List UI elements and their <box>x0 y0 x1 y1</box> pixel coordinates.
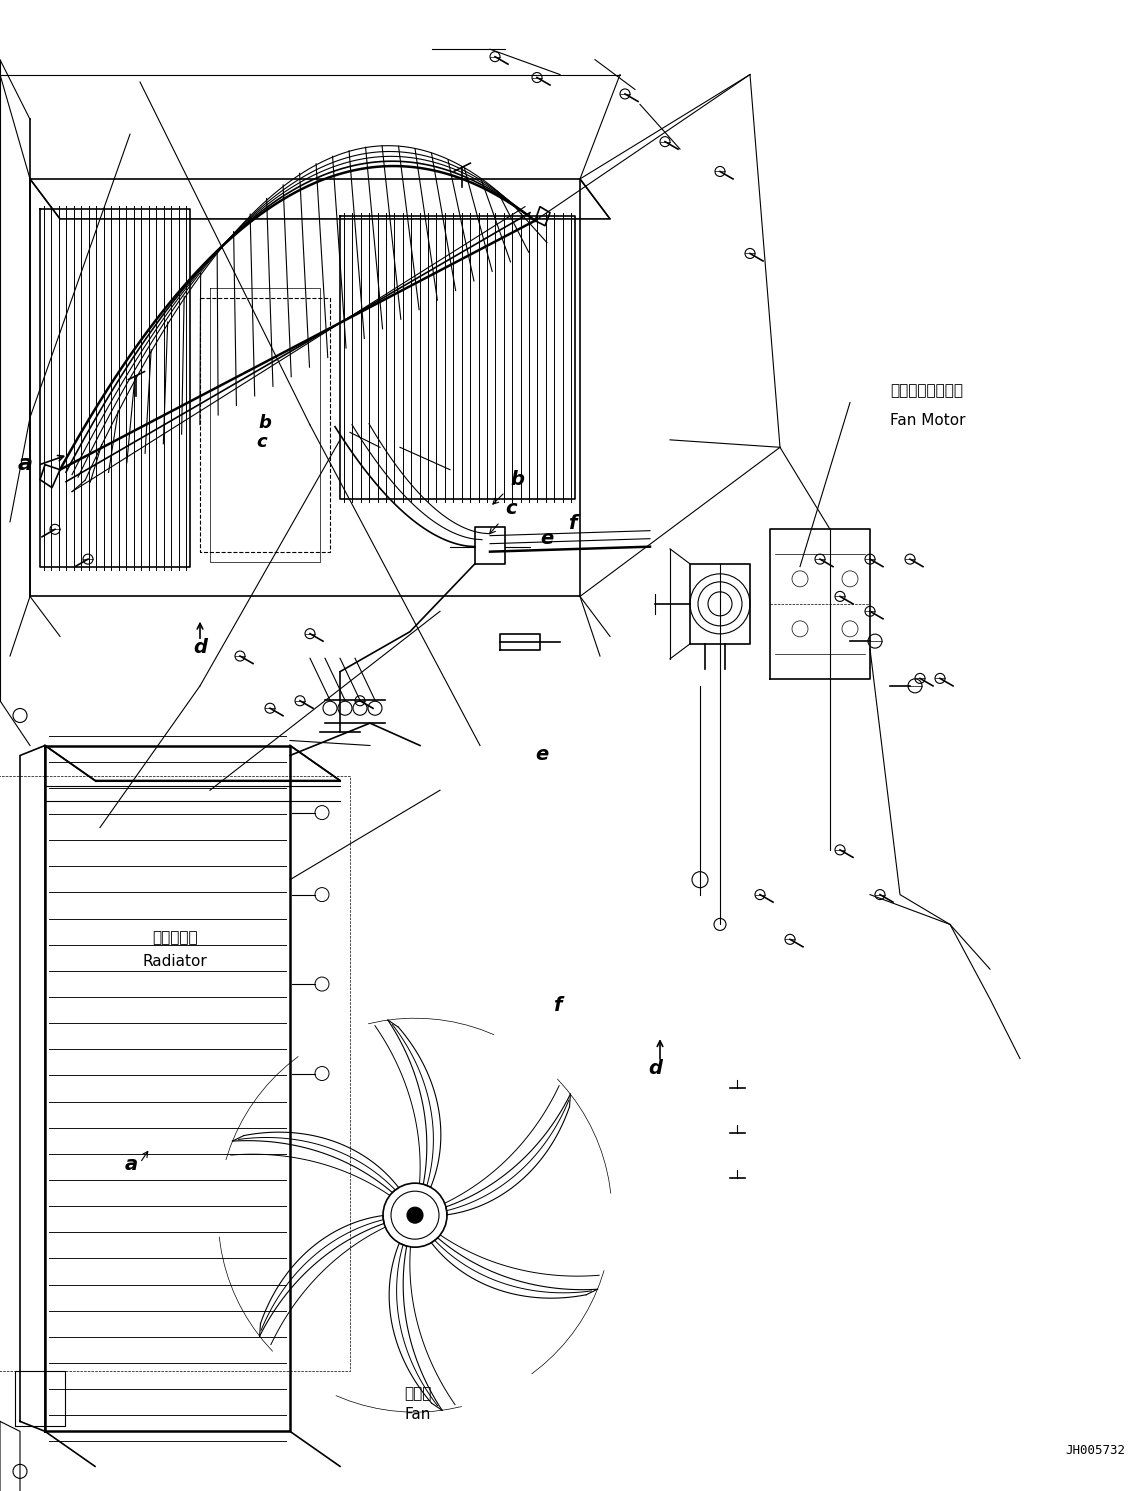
Text: c: c <box>256 434 267 452</box>
Text: a: a <box>18 453 33 474</box>
Text: d: d <box>648 1059 662 1078</box>
Text: Radiator: Radiator <box>143 954 208 969</box>
Text: b: b <box>258 414 270 432</box>
Text: JH005732: JH005732 <box>1065 1443 1125 1457</box>
Text: f: f <box>568 514 576 534</box>
Text: ラジエータ: ラジエータ <box>152 930 197 945</box>
Text: Fan Motor: Fan Motor <box>890 413 965 428</box>
Text: d: d <box>193 638 207 658</box>
Text: c: c <box>505 499 517 519</box>
Text: インファンモータ: インファンモータ <box>890 383 963 398</box>
Text: f: f <box>553 996 561 1015</box>
Text: Fan: Fan <box>405 1408 431 1422</box>
Text: ファン: ファン <box>404 1387 431 1402</box>
Text: a: a <box>126 1156 138 1175</box>
Text: e: e <box>535 746 548 765</box>
Circle shape <box>407 1208 423 1223</box>
Text: b: b <box>510 470 524 489</box>
Text: e: e <box>540 529 553 549</box>
